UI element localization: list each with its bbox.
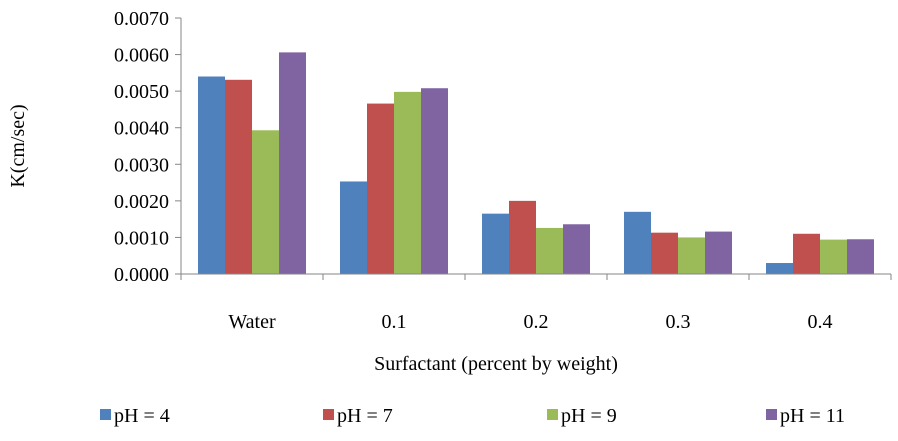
y-tick-label: 0.0000 — [114, 264, 169, 286]
bar-ph-7-0-1 — [367, 103, 394, 274]
y-tick-label: 0.0040 — [114, 118, 169, 140]
x-tick-label: 0.4 — [808, 311, 833, 333]
x-tick-label: 0.1 — [382, 311, 407, 333]
bar-ph-11-0-2 — [563, 224, 590, 274]
x-tick-label: Water — [228, 311, 276, 333]
y-tick-label: 0.0020 — [114, 191, 169, 213]
bar-ph-9-0-4 — [820, 239, 847, 274]
legend-swatch — [100, 409, 111, 420]
plot-area — [198, 52, 874, 275]
bar-ph-9-0-3 — [678, 237, 705, 274]
y-axis-title: K(cm/sec) — [7, 104, 29, 187]
legend-label: pH = 7 — [337, 405, 393, 427]
bar-ph-9-water — [252, 130, 279, 274]
bar-ph-11-0-4 — [847, 239, 874, 274]
bar-ph-4-0-2 — [482, 213, 509, 274]
y-tick-label: 0.0070 — [114, 8, 169, 30]
y-tick-label: 0.0010 — [114, 227, 169, 249]
x-tick-label: 0.2 — [524, 311, 549, 333]
bar-ph-11-water — [279, 52, 306, 275]
legend-label: pH = 11 — [780, 405, 845, 427]
x-tick-label: 0.3 — [666, 311, 691, 333]
y-axis: 0.0000 0.0010 0.0020 0.0030 0.0040 0.0050 0.00… — [114, 8, 182, 286]
legend-swatch — [766, 409, 777, 420]
bar-ph-9-0-1 — [394, 91, 421, 274]
bar-ph-7-0-3 — [651, 232, 678, 274]
bar-ph-11-0-3 — [705, 231, 732, 274]
bar-ph-7-0-2 — [509, 200, 536, 274]
legend-label: pH = 4 — [114, 405, 170, 427]
bar-ph-4-0-1 — [340, 181, 367, 274]
legend-swatch — [547, 409, 558, 420]
bar-ph-11-0-1 — [421, 88, 448, 275]
y-tick-label: 0.0030 — [114, 154, 169, 176]
bar-ph-9-0-2 — [536, 227, 563, 274]
bar-ph-4-0-3 — [624, 211, 651, 274]
legend-label: pH = 9 — [561, 405, 617, 427]
y-tick-label: 0.0060 — [114, 45, 169, 67]
legend: pH = 4 pH = 7 pH = 9 pH = 11 — [100, 405, 845, 427]
x-axis-title: Surfactant (percent by weight) — [374, 353, 618, 375]
x-axis: Water 0.1 0.2 0.3 0.4 — [180, 273, 892, 333]
bar-ph-4-0-4 — [766, 263, 793, 274]
y-tick-label: 0.0050 — [114, 81, 169, 103]
bar-ph-7-water — [225, 79, 252, 274]
legend-swatch — [323, 409, 334, 420]
bar-ph-7-0-4 — [793, 233, 820, 274]
bar-ph-4-water — [198, 76, 225, 274]
